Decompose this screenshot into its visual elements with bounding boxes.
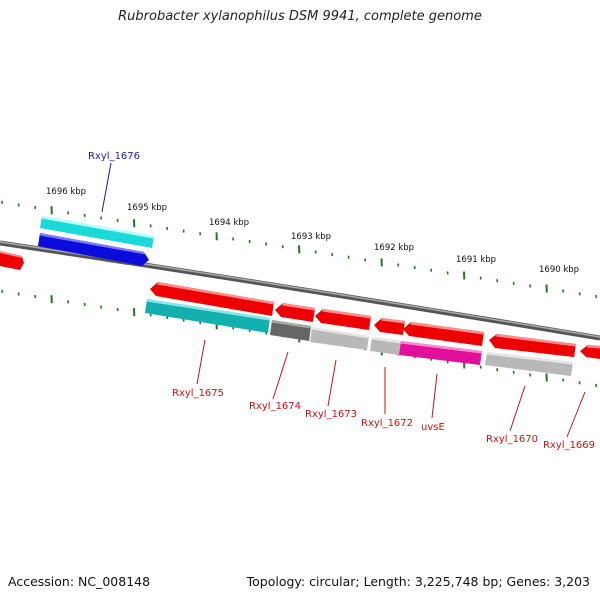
cds-rxyl-1675[interactable] xyxy=(145,299,270,333)
gene-rxyl-1674[interactable] xyxy=(275,303,315,322)
cds-rxyl-1672[interactable] xyxy=(370,337,401,355)
genome-backbone xyxy=(0,240,600,341)
gene-rxyl-1676[interactable] xyxy=(38,233,149,266)
genome-summary-text: Topology: circular; Length: 3,225,748 bp… xyxy=(246,574,590,589)
gene-rxyl-1670[interactable] xyxy=(489,334,576,357)
gene-label-uvse[interactable]: uvsE xyxy=(421,422,445,433)
gene-label-rxyl-1672[interactable]: Rxyl_1672 xyxy=(361,418,413,429)
gene-label-rxyl-1674[interactable]: Rxyl_1674 xyxy=(249,401,301,412)
gene-offscreen-left[interactable] xyxy=(0,251,24,270)
leader-rxyl-1676 xyxy=(101,162,112,213)
leader-uvse xyxy=(431,373,438,419)
cds-rxyl-1674[interactable] xyxy=(270,320,311,341)
leader-rxyl-1670 xyxy=(509,385,526,432)
scale-label-1693: 1693 kbp xyxy=(291,232,331,242)
upper-scale-ticks xyxy=(1,200,598,298)
leader-rxyl-1673 xyxy=(327,359,337,407)
cds-rxyl-1673[interactable] xyxy=(310,327,369,350)
gene-label-rxyl-1673[interactable]: Rxyl_1673 xyxy=(305,409,357,420)
scale-label-1691: 1691 kbp xyxy=(456,255,496,265)
gene-label-rxyl-1676[interactable]: Rxyl_1676 xyxy=(88,151,140,162)
gene-rxyl-1676-cds[interactable] xyxy=(40,216,154,248)
leader-rxyl-1674 xyxy=(272,351,289,400)
page-title: Rubrobacter xylanophilus DSM 9941, compl… xyxy=(118,9,482,24)
gene-rxyl-1669[interactable] xyxy=(580,345,600,359)
accession-text: Accession: NC_008148 xyxy=(8,574,151,589)
gene-rxyl-1675[interactable] xyxy=(150,282,274,316)
scale-label-1694: 1694 kbp xyxy=(209,218,249,228)
gene-rxyl-1672[interactable] xyxy=(374,318,405,335)
cds-rxyl-1670[interactable] xyxy=(485,352,573,376)
gene-label-rxyl-1675[interactable]: Rxyl_1675 xyxy=(172,388,224,399)
scale-label-1695: 1695 kbp xyxy=(127,203,167,213)
gene-rxyl-1673[interactable] xyxy=(315,309,371,330)
cds-uvse[interactable] xyxy=(399,341,482,365)
scale-label-1692: 1692 kbp xyxy=(374,243,414,253)
gene-label-rxyl-1670[interactable]: Rxyl_1670 xyxy=(486,434,538,445)
scale-label-1690: 1690 kbp xyxy=(539,265,579,275)
gene-uvse[interactable] xyxy=(403,322,484,346)
leader-rxyl-1669 xyxy=(566,391,586,438)
gene-label-rxyl-1669[interactable]: Rxyl_1669 xyxy=(543,440,595,451)
scale-label-1696: 1696 kbp xyxy=(46,187,86,197)
leader-rxyl-1675 xyxy=(196,339,206,385)
